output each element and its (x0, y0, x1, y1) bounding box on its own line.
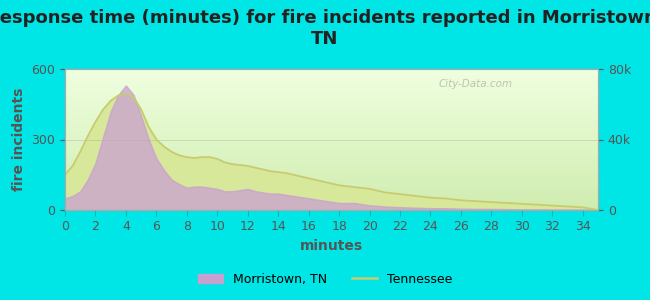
Text: City-Data.com: City-Data.com (438, 79, 512, 89)
Legend: Morristown, TN, Tennessee: Morristown, TN, Tennessee (193, 268, 457, 291)
X-axis label: minutes: minutes (300, 239, 363, 253)
Text: Response time (minutes) for fire incidents reported in Morristown,
TN: Response time (minutes) for fire inciden… (0, 9, 650, 48)
Y-axis label: fire incidents: fire incidents (12, 88, 26, 191)
